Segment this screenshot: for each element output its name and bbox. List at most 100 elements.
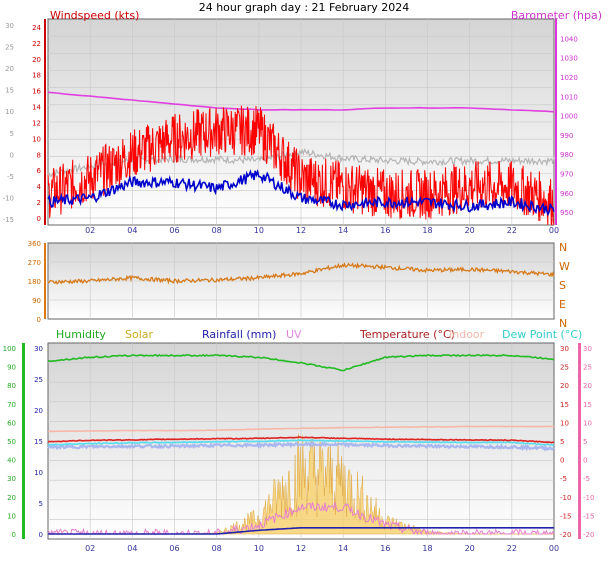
x-tick-label: 08 — [212, 226, 222, 235]
baro-tick-label: 1000 — [560, 113, 578, 121]
temperature-tick-label-outer: -20 — [583, 531, 594, 539]
wind-tick-label: 10 — [32, 135, 41, 143]
legend-solar: Solar — [125, 328, 154, 341]
temperature-tick-label-outer: -5 — [583, 475, 590, 483]
humidity-tick-label: 50 — [7, 438, 16, 446]
x-tick-label: 22 — [507, 544, 517, 553]
outer-tick-label: -15 — [3, 216, 14, 224]
humidity-tick-label: 70 — [7, 401, 16, 409]
climate-legend: Humidity Solar Rainfall (mm) UV Temperat… — [56, 328, 582, 341]
temperature-tick-label: 5 — [560, 438, 564, 446]
temperature-tick-label-outer: 15 — [583, 401, 592, 409]
temperature-tick-label-outer: 10 — [583, 419, 592, 427]
x-tick-label: 00 — [549, 226, 559, 235]
temperature-tick-label-outer: 5 — [583, 438, 587, 446]
climate-x-axis-ticks: 02 04 06 08 10 12 14 16 18 20 22 00 — [85, 544, 559, 553]
outer-tick-label: -5 — [7, 173, 14, 181]
wind-tick-label: 8 — [37, 151, 41, 159]
rain-tick-label: 10 — [34, 469, 43, 477]
x-tick-label: 16 — [380, 226, 390, 235]
barometer-line — [47, 91, 555, 113]
wind-tick-label: 2 — [37, 199, 41, 207]
indoor-temperature-line — [47, 425, 555, 433]
humidity-tick-label: 90 — [7, 364, 16, 372]
temperature-tick-label: -5 — [560, 475, 567, 483]
wind-tick-label: 16 — [32, 88, 41, 96]
rain-tick-label: 15 — [34, 438, 43, 446]
baro-axis-ticks: 1040 1030 1020 1010 1000 990 980 970 960 950 — [555, 19, 578, 225]
humidity-tick-label: 10 — [7, 512, 16, 520]
baro-tick-label: 1040 — [560, 35, 578, 43]
temperature-tick-label-outer: 30 — [583, 345, 592, 353]
page-title: 24 hour graph day : 21 February 2024 — [199, 1, 410, 14]
legend-humidity: Humidity — [56, 328, 106, 341]
temperature-tick-label: -20 — [560, 531, 571, 539]
climate-panel: Humidity Solar Rainfall (mm) UV Temperat… — [3, 328, 595, 553]
humidity-line — [47, 353, 555, 372]
temperature-tick-label-outer: -10 — [583, 494, 594, 502]
x-tick-label: 16 — [380, 544, 390, 553]
wind-tick-label: 22 — [32, 40, 41, 48]
climate-series — [47, 353, 555, 536]
legend-rainfall: Rainfall (mm) — [202, 328, 276, 341]
x-tick-label: 18 — [422, 544, 432, 553]
wind-tick-label: 18 — [32, 72, 41, 80]
x-tick-label: 00 — [549, 544, 559, 553]
baro-tick-label: 1010 — [560, 93, 578, 101]
direction-axis-ticks: 360 270 180 90 0 — [28, 240, 46, 324]
uv-line — [47, 502, 555, 536]
humidity-tick-label: 0 — [12, 531, 16, 539]
legend-temperature: Temperature (°C) — [359, 328, 455, 341]
x-tick-label: 14 — [338, 226, 348, 235]
wind-chart-title: Windspeed (kts) — [50, 9, 139, 22]
wind-tick-label: 0 — [37, 215, 41, 223]
outer-tick-label: 0 — [10, 151, 14, 159]
x-tick-label: 06 — [169, 226, 179, 235]
temperature-tick-label: 20 — [560, 382, 569, 390]
temperature-tick-label-outer: 25 — [583, 364, 592, 372]
legend-dew-point: Dew Point (°C) — [502, 328, 582, 341]
wind-tick-label: 24 — [32, 24, 41, 32]
wind-tick-label: 14 — [32, 104, 41, 112]
outer-tick-label: 30 — [5, 22, 14, 30]
x-tick-label: 04 — [127, 226, 137, 235]
x-tick-label: 12 — [296, 544, 306, 553]
humidity-tick-label: 40 — [7, 457, 16, 465]
x-tick-label: 02 — [85, 226, 95, 235]
direction-tick-label: 0 — [37, 316, 41, 324]
baro-tick-label: 970 — [560, 171, 573, 179]
direction-tick-label: 180 — [28, 278, 41, 286]
temperature-tick-label: -10 — [560, 494, 571, 502]
temperature-tick-label: -15 — [560, 512, 571, 520]
rain-tick-label: 30 — [34, 345, 43, 353]
x-tick-label: 14 — [338, 544, 348, 553]
wind-panel: Windspeed (kts) Barometer (hpa) 30252015… — [3, 9, 602, 235]
rain-tick-label: 5 — [39, 500, 43, 508]
baro-tick-label: 1030 — [560, 55, 578, 63]
x-tick-label: 04 — [127, 544, 137, 553]
temperature-tick-label-outer: 20 — [583, 382, 592, 390]
compass-label: W — [559, 260, 570, 273]
x-tick-label: 08 — [212, 544, 222, 553]
legend-uv: UV — [286, 328, 302, 341]
wind-outer-axis-ticks: 30 25 20 15 10 5 0 -5 -10 -15 — [3, 22, 14, 224]
temperature-tick-label: 15 — [560, 401, 569, 409]
temperature-axis-ticks: 30 30 25 25 20 20 15 15 10 10 5 5 0 0 -5 -5 -10 -10 -15 -15… — [560, 345, 594, 539]
x-tick-label: 20 — [465, 226, 475, 235]
windspeed-line — [47, 105, 555, 226]
baro-axis-title: Barometer (hpa) — [511, 9, 602, 22]
wind-tick-label: 4 — [37, 183, 42, 191]
wind-series — [47, 91, 555, 226]
rain-tick-label: 0 — [39, 531, 43, 539]
compass-label: E — [559, 298, 566, 311]
x-tick-label: 12 — [296, 226, 306, 235]
outer-tick-label: 10 — [5, 108, 14, 116]
temperature-tick-label: 0 — [560, 457, 564, 465]
wind-tick-label: 20 — [32, 56, 41, 64]
humidity-tick-label: 20 — [7, 494, 16, 502]
wind-gridlines — [48, 19, 554, 225]
baro-tick-label: 980 — [560, 151, 573, 159]
outer-tick-label: 25 — [5, 44, 14, 52]
